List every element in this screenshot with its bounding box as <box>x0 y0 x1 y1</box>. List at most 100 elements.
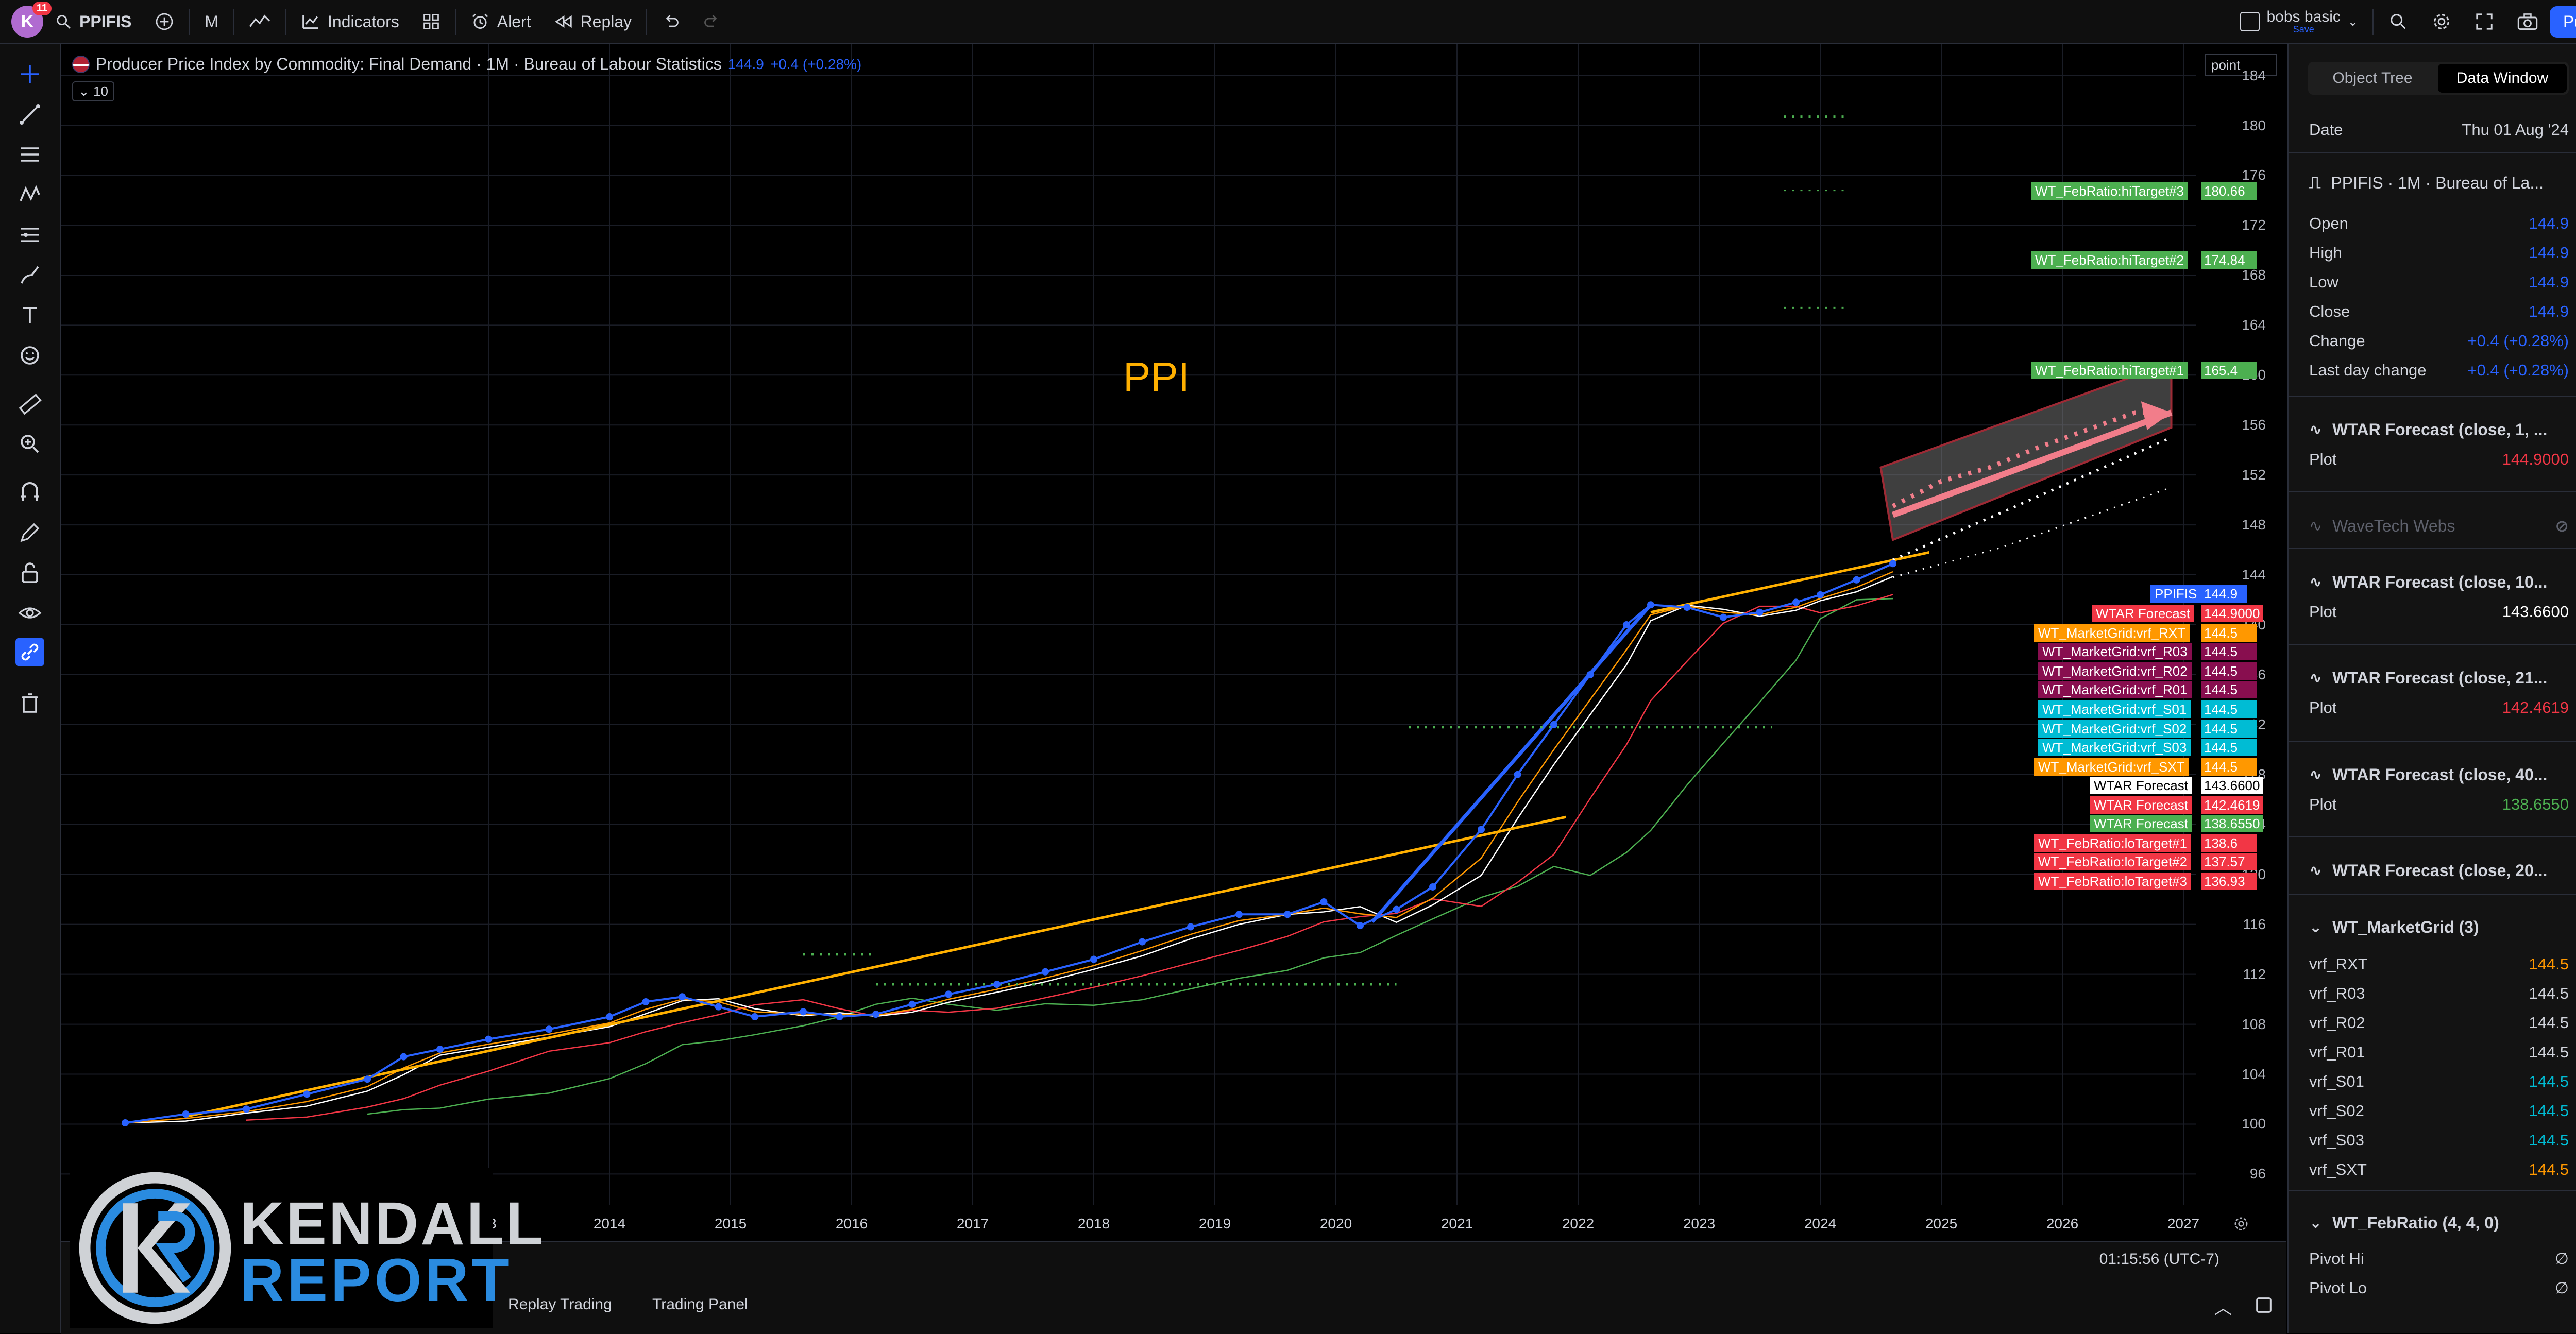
fullscreen-button[interactable] <box>2463 0 2505 43</box>
collapse-panel-button[interactable]: ︿ <box>2214 1294 2232 1319</box>
ohlc-value: +0.4 (+0.28%) <box>2467 361 2569 379</box>
search-icon <box>57 15 71 29</box>
undo-button[interactable] <box>650 0 691 43</box>
kendall-report-logo: KENDALL REPORT <box>70 1168 543 1328</box>
price-point <box>303 1090 311 1098</box>
prediction-tool[interactable] <box>15 220 44 249</box>
indicator-section-header[interactable]: ∿ WTAR Forecast (close, 1, ... <box>2309 420 2569 439</box>
grid-value: 144.5 <box>2529 1102 2569 1120</box>
indicator-title: WTAR Forecast (close, 40... <box>2332 765 2548 784</box>
plot-value: 138.6550 <box>2502 795 2569 813</box>
grid-row: vrf_S02 144.5 <box>2309 1102 2569 1120</box>
symbol-search[interactable]: PPIFIS <box>43 0 143 43</box>
user-avatar[interactable]: K 11 <box>11 2 52 38</box>
trend-line-tool[interactable] <box>15 100 44 129</box>
indicator-section-header[interactable]: ∿ WTAR Forecast (close, 21... <box>2309 669 2569 688</box>
stay-drawing-tool[interactable] <box>15 518 44 547</box>
axis-settings-button[interactable] <box>2232 1215 2250 1233</box>
legend-collapse-button[interactable]: ⌄ 10 <box>72 81 114 101</box>
divider <box>2289 396 2576 397</box>
fib-tool[interactable] <box>15 140 44 169</box>
chart-type-button[interactable] <box>237 0 282 43</box>
price-label-value: 138.6 <box>2201 834 2257 852</box>
price-label-value: 144.5 <box>2201 681 2257 698</box>
chevron-down-icon: ⌄ <box>2309 919 2323 936</box>
legend-last-value: 144.9 <box>727 56 764 72</box>
ruler-tool[interactable] <box>15 389 44 418</box>
publish-button[interactable]: Publish <box>2550 6 2576 38</box>
price-point <box>1647 601 1654 609</box>
time-tick-label: 2017 <box>956 1216 989 1232</box>
zoom-tool[interactable] <box>15 430 44 458</box>
grid-row: vrf_R03 144.5 <box>2309 984 2569 1003</box>
market-grid-header[interactable]: ⌄ WT_MarketGrid (3) <box>2309 918 2569 937</box>
indicator-section-header[interactable]: ∿ WaveTech Webs ⊘ <box>2309 516 2569 536</box>
quick-search-button[interactable] <box>2377 0 2420 43</box>
interval-button[interactable]: M <box>193 0 230 43</box>
indicator-section-header[interactable]: ∿ WTAR Forecast (close, 20... <box>2309 861 2569 880</box>
templates-button[interactable] <box>411 0 452 43</box>
price-chart[interactable] <box>61 44 2286 1205</box>
line-chart-icon <box>249 14 270 27</box>
price-label-name: WT_FebRatio:hiTarget#3 <box>2031 182 2189 200</box>
wave-icon: ∿ <box>2309 421 2323 438</box>
indicator-title: WTAR Forecast (close, 21... <box>2332 669 2548 687</box>
tab-trading-panel[interactable]: Trading Panel <box>652 1296 748 1313</box>
compare-add-button[interactable] <box>143 0 186 43</box>
rewind-icon <box>554 15 572 28</box>
settings-button[interactable] <box>2420 0 2463 43</box>
time-tick-label: 2025 <box>1925 1216 1958 1232</box>
maximize-panel-button[interactable] <box>2253 1295 2274 1318</box>
snapshot-button[interactable] <box>2505 0 2550 43</box>
time-tick-label: 2020 <box>1319 1216 1352 1232</box>
grid-row: vrf_SXT 144.5 <box>2309 1160 2569 1179</box>
brush-tool[interactable] <box>15 261 44 289</box>
tab-data-window[interactable]: Data Window <box>2438 64 2567 93</box>
alert-button[interactable]: Alert <box>459 0 543 43</box>
scale-mode-box[interactable]: point <box>2205 54 2277 76</box>
timezone-clock[interactable]: 01:15:56 (UTC-7) <box>2099 1251 2219 1268</box>
redo-button[interactable] <box>691 0 733 43</box>
crosshair-tool[interactable] <box>15 60 44 89</box>
indicator-section-header[interactable]: ∿ WTAR Forecast (close, 40... <box>2309 765 2569 784</box>
maximize-icon <box>2256 1297 2272 1313</box>
indicators-button[interactable]: Indicators <box>290 0 411 43</box>
magnet-tool[interactable] <box>15 478 44 507</box>
grid-label: vrf_R02 <box>2309 1014 2365 1032</box>
price-label-name: PPIFIS <box>2150 585 2201 603</box>
feb-ratio-header[interactable]: ⌄ WT_FebRatio (4, 4, 0) <box>2309 1213 2569 1233</box>
redo-icon <box>704 15 717 27</box>
price-point <box>243 1105 250 1113</box>
layout-selector[interactable]: bobs basic Save ⌄ <box>2229 0 2370 43</box>
pattern-tool[interactable] <box>15 180 44 209</box>
wave-icon: ∿ <box>2309 574 2323 591</box>
price-label-value: 144.5 <box>2201 720 2257 738</box>
crosshair-icon <box>21 65 39 83</box>
ppi-annotation[interactable]: PPI <box>1123 354 1190 400</box>
hide-drawings-tool[interactable] <box>15 598 44 627</box>
time-axis[interactable]: 1320142015201620172018201920202021202220… <box>61 1205 2199 1241</box>
trend-line-icon <box>20 104 40 125</box>
eye-hidden-icon[interactable]: ⊘ <box>2555 517 2569 535</box>
feb-title: WT_FebRatio (4, 4, 0) <box>2332 1213 2499 1232</box>
tab-replay-trading[interactable]: Replay Trading <box>508 1296 612 1313</box>
delete-tool[interactable] <box>15 688 44 717</box>
price-point <box>1235 911 1243 918</box>
replay-label: Replay <box>580 12 632 31</box>
link-tool[interactable] <box>15 638 44 666</box>
price-point <box>1720 613 1727 621</box>
tab-object-tree[interactable]: Object Tree <box>2332 70 2413 87</box>
lock-tool[interactable] <box>15 558 44 587</box>
plot-row: Plot 138.6550 <box>2309 795 2569 814</box>
price-point <box>872 1011 879 1018</box>
undo-icon <box>666 15 679 27</box>
chart-pane[interactable] <box>61 44 2286 1286</box>
date-label: Date <box>2309 121 2343 139</box>
indicator-section-header[interactable]: ∿ WTAR Forecast (close, 10... <box>2309 573 2569 592</box>
emoji-tool[interactable] <box>15 341 44 370</box>
replay-button[interactable]: Replay <box>543 0 643 43</box>
price-point <box>545 1025 553 1033</box>
price-label-name: WT_FebRatio:hiTarget#1 <box>2031 362 2189 379</box>
text-tool[interactable] <box>15 301 44 330</box>
indicator-title: WTAR Forecast (close, 1, ... <box>2332 420 2548 439</box>
